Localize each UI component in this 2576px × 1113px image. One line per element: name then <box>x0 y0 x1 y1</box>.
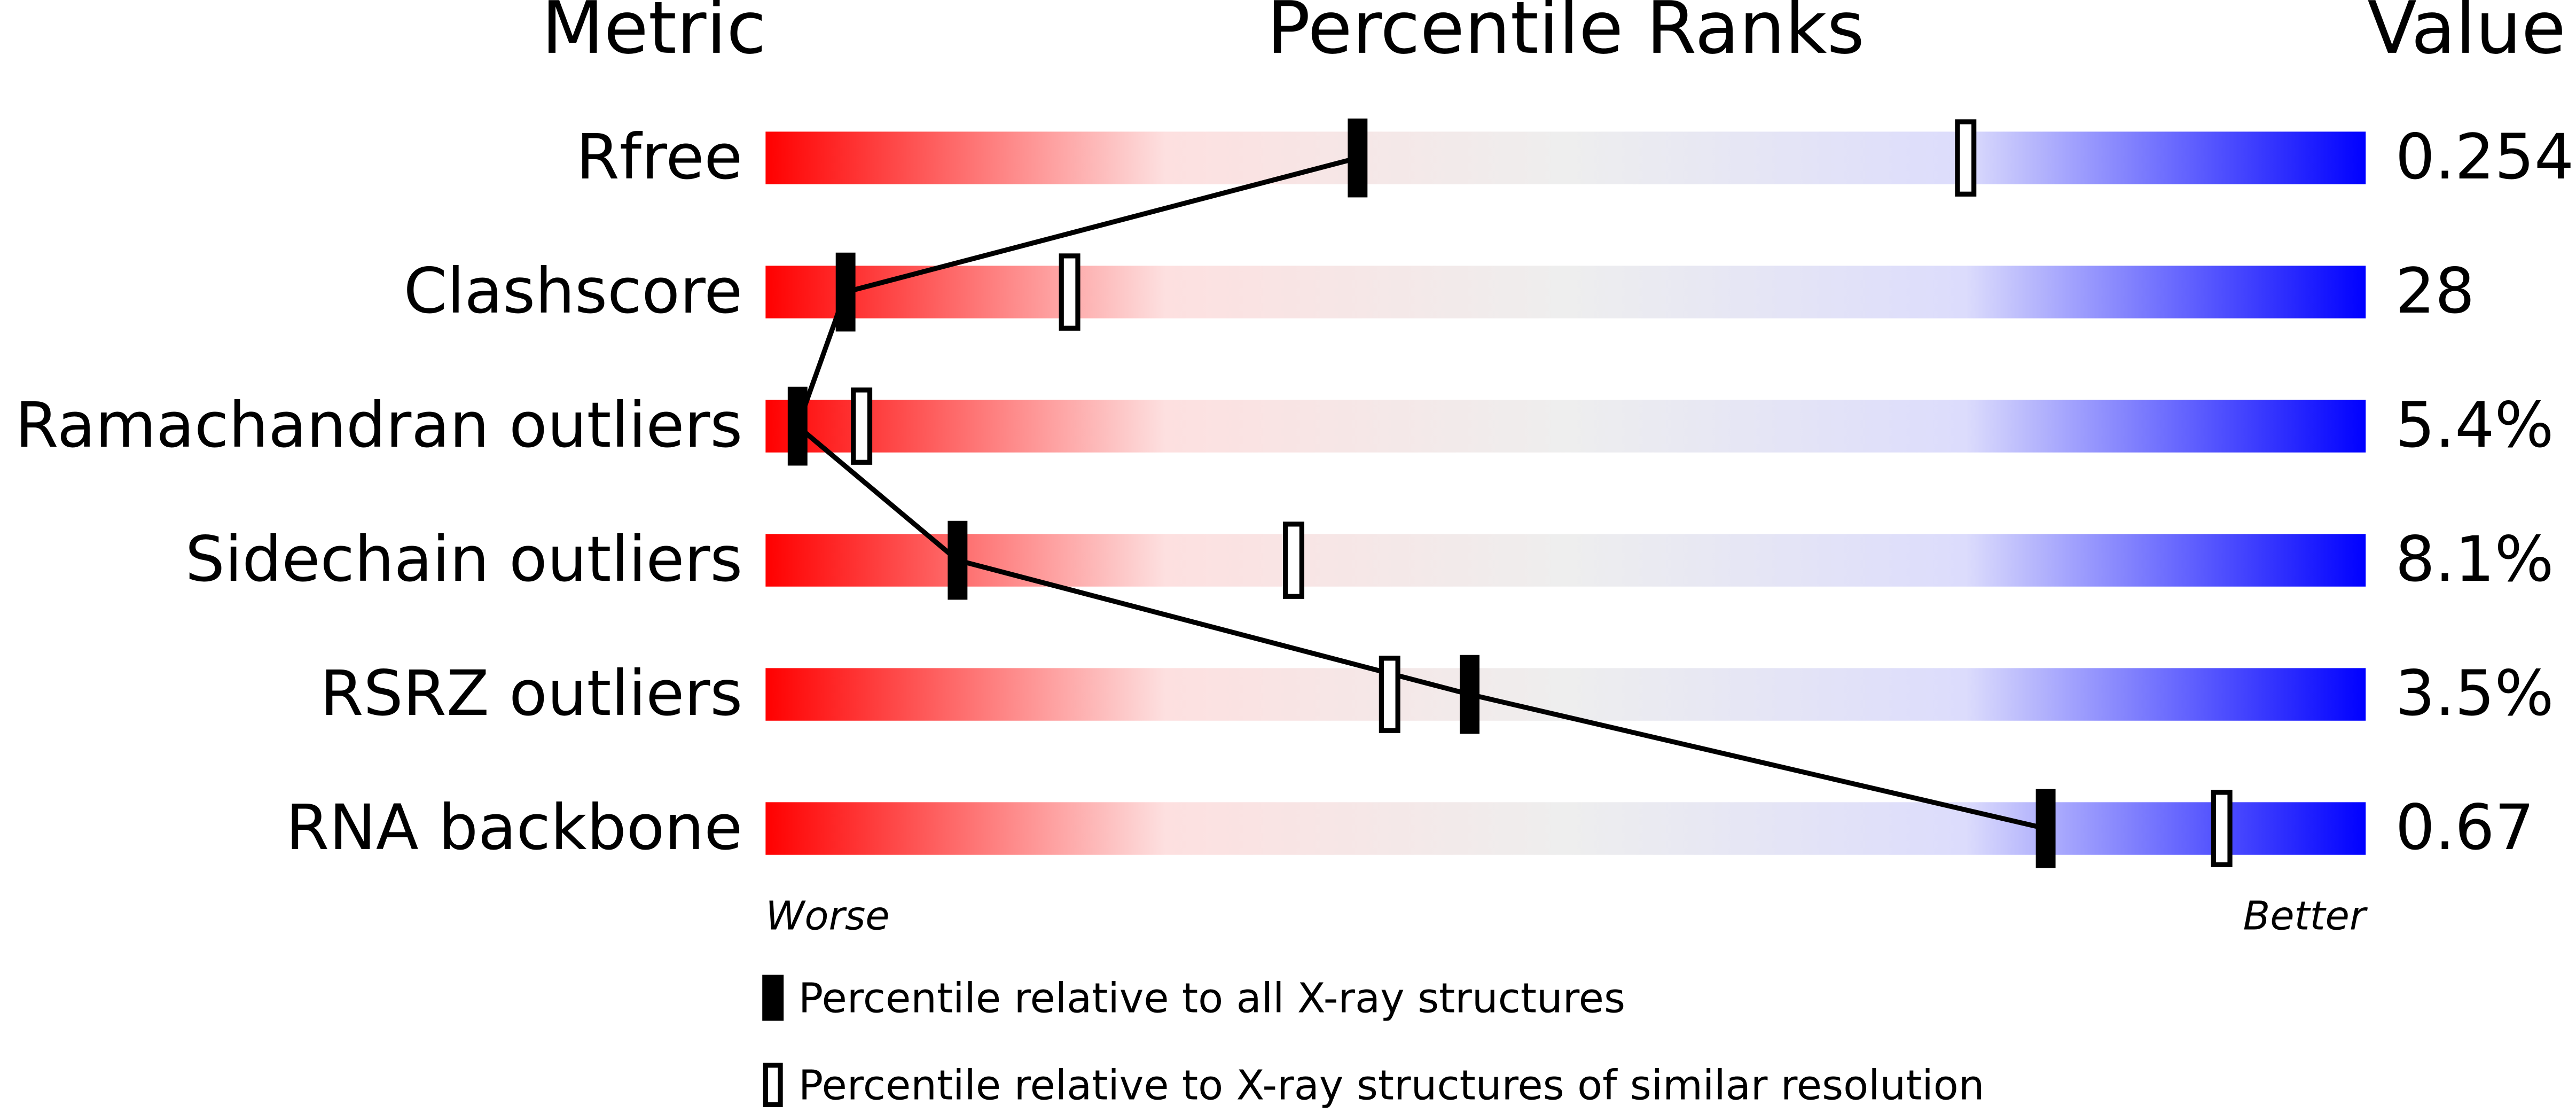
all-structures-marker <box>835 252 856 332</box>
metric-label: Sidechain outliers <box>185 523 743 596</box>
percentile-bar <box>765 534 2366 587</box>
percentile-bar <box>765 668 2366 721</box>
worse-label: Worse <box>765 893 889 939</box>
value-header: Value <box>2367 0 2566 70</box>
legend-icon <box>762 975 784 1021</box>
metric-value: 0.254 <box>2395 121 2574 193</box>
metric-label: RSRZ outliers <box>320 657 742 730</box>
all-structures-marker <box>1348 118 1368 198</box>
metric-header: Metric <box>542 0 766 70</box>
metric-value: 28 <box>2395 255 2475 328</box>
legend-label: Percentile relative to X-ray structures … <box>798 1062 1985 1110</box>
metric-value: 0.67 <box>2395 791 2534 864</box>
metric-label: RNA backbone <box>286 791 742 864</box>
metric-value: 5.4% <box>2395 389 2554 462</box>
percentile-bar <box>765 400 2366 453</box>
all-structures-marker <box>2035 789 2056 868</box>
all-structures-marker <box>948 520 968 600</box>
legend-label: Percentile relative to all X-ray structu… <box>798 975 1625 1023</box>
metric-label: Ramachandran outliers <box>15 389 742 462</box>
similar-resolution-marker <box>851 387 873 465</box>
similar-resolution-marker <box>2211 790 2233 867</box>
metric-label: Clashscore <box>404 255 743 328</box>
all-structures-marker <box>1460 655 1480 734</box>
all-structures-marker <box>787 386 808 466</box>
similar-resolution-marker <box>1955 119 1977 197</box>
percentile-bar <box>765 131 2366 184</box>
similar-resolution-marker <box>1379 656 1400 733</box>
metric-value: 8.1% <box>2395 523 2554 596</box>
similar-resolution-marker <box>1059 253 1080 331</box>
similar-resolution-marker <box>1283 522 1305 599</box>
legend-icon <box>763 1062 783 1107</box>
chart-title: Percentile Ranks <box>1267 0 1865 70</box>
percentile-bar <box>765 802 2366 855</box>
metric-label: Rfree <box>576 121 743 193</box>
percentile-bar <box>765 266 2366 318</box>
metric-value: 3.5% <box>2395 657 2554 730</box>
better-label: Better <box>2243 893 2368 939</box>
connector-line <box>794 155 2047 831</box>
